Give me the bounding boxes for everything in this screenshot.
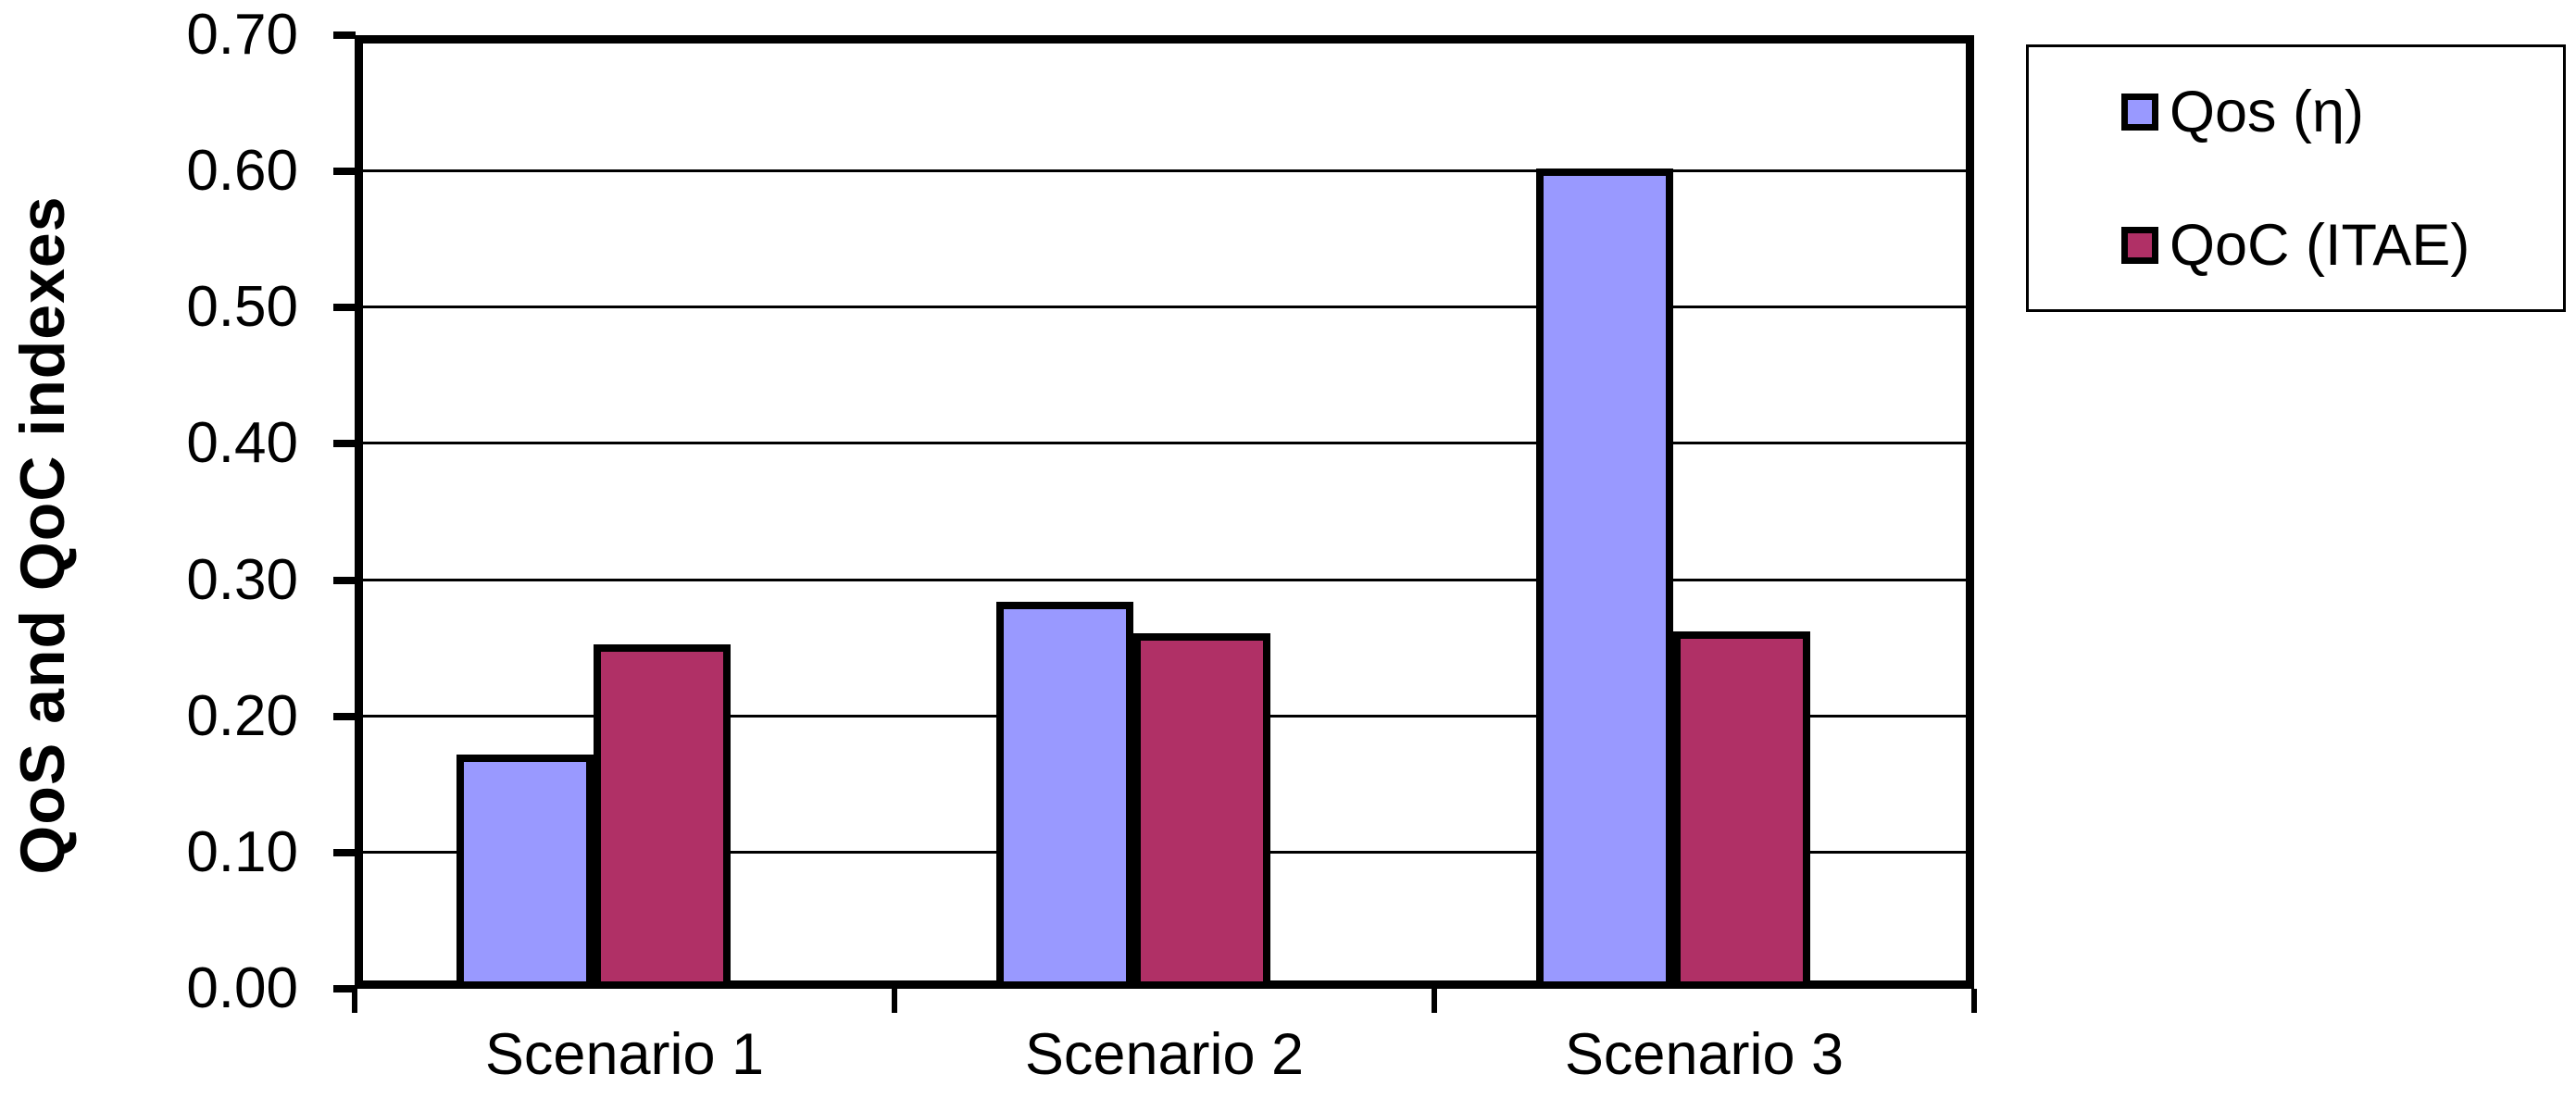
bar-series1-cat1 <box>456 754 594 989</box>
bar-series2-cat3 <box>1673 631 1810 989</box>
gridline-0.60 <box>363 169 1966 173</box>
legend-label-qoc: QoC (ITAE) <box>2170 212 2470 278</box>
x-tick-3 <box>1971 989 1977 1013</box>
y-tick-0.50 <box>333 304 356 312</box>
y-tick-label-0.70: 0.70 <box>186 3 298 67</box>
bar-series2-cat1 <box>594 643 731 989</box>
bar-series2-cat2 <box>1133 632 1270 989</box>
gridline-0.30 <box>363 578 1966 581</box>
y-tick-0.60 <box>333 168 356 176</box>
y-tick-label-0.00: 0.00 <box>186 956 298 1020</box>
x-tick-1 <box>892 989 897 1013</box>
gridline-0.40 <box>363 442 1966 445</box>
y-tick-0.30 <box>333 576 356 584</box>
legend: Qos (η) QoC (ITAE) <box>2026 44 2566 312</box>
y-tick-label-0.30: 0.30 <box>186 547 298 612</box>
x-label-3: Scenario 3 <box>1564 1022 1844 1087</box>
y-tick-label-0.50: 0.50 <box>186 275 298 340</box>
y-tick-label-0.40: 0.40 <box>186 411 298 476</box>
legend-swatch-qos <box>2121 94 2158 131</box>
legend-item-qos: Qos (η) <box>2121 82 2364 141</box>
bar-series1-cat2 <box>996 602 1133 989</box>
y-tick-0.00 <box>333 985 356 992</box>
x-label-1: Scenario 1 <box>484 1022 765 1087</box>
y-tick-label-0.20: 0.20 <box>186 683 298 748</box>
y-tick-0.40 <box>333 440 356 448</box>
gridline-0.50 <box>363 306 1966 309</box>
x-tick-2 <box>1432 989 1437 1013</box>
y-tick-0.70 <box>333 31 356 39</box>
y-tick-label-0.60: 0.60 <box>186 139 298 204</box>
y-tick-0.10 <box>333 848 356 856</box>
y-tick-0.20 <box>333 712 356 720</box>
legend-label-qos: Qos (η) <box>2170 79 2365 144</box>
x-label-2: Scenario 2 <box>1024 1022 1305 1087</box>
y-tick-label-0.10: 0.10 <box>186 819 298 884</box>
bar-series1-cat3 <box>1536 169 1673 989</box>
legend-swatch-qoc <box>2121 227 2158 264</box>
legend-item-qoc: QoC (ITAE) <box>2121 216 2470 274</box>
x-tick-0 <box>352 989 357 1013</box>
